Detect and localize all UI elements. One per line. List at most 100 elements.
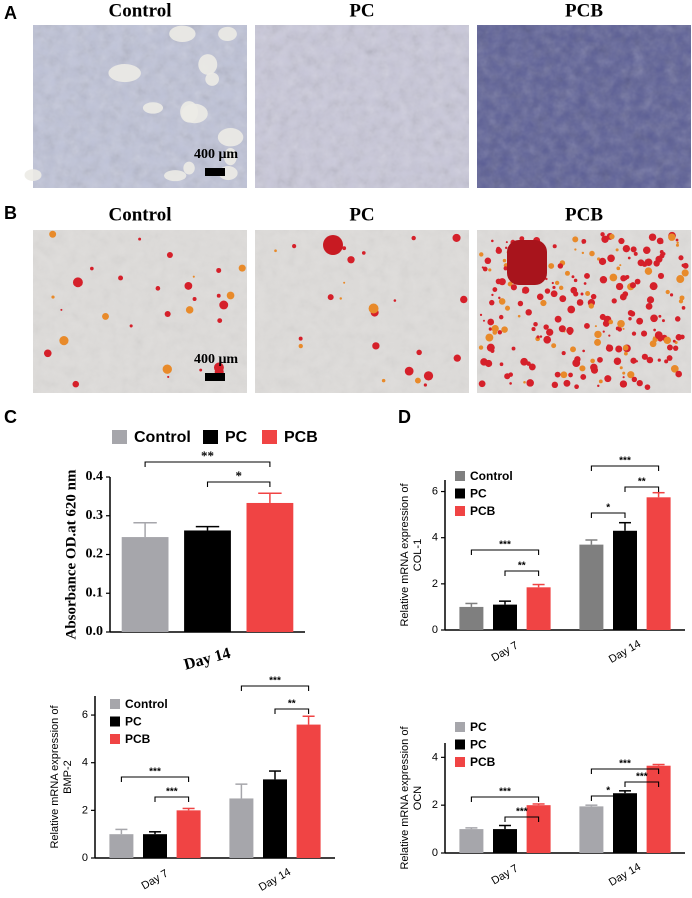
stain <box>619 366 623 370</box>
stain <box>192 297 197 302</box>
stain <box>453 354 461 362</box>
y-tick-label: 2 <box>82 804 88 816</box>
stain <box>574 384 579 390</box>
micrograph-texture <box>255 25 469 188</box>
bar <box>296 724 321 858</box>
stain <box>155 286 161 291</box>
stain <box>678 255 684 261</box>
stain <box>51 295 55 299</box>
stain <box>184 282 193 290</box>
micrograph-texture <box>33 230 247 393</box>
pore <box>181 103 208 124</box>
stain <box>504 305 511 311</box>
stain <box>661 319 665 323</box>
stain <box>619 380 628 388</box>
y-axis-label: Relative mRNA expression of <box>399 726 411 870</box>
micrograph-texture <box>477 25 691 188</box>
x-tick-label: Day 14 <box>607 638 643 666</box>
stain <box>607 254 615 263</box>
stain <box>488 268 492 272</box>
significance-label: *** <box>149 767 161 778</box>
stain <box>631 376 638 383</box>
bar <box>459 606 484 630</box>
significance-bracket <box>154 796 190 802</box>
stain <box>666 355 673 361</box>
significance-label: *** <box>619 759 631 770</box>
stain <box>49 230 57 238</box>
stain <box>213 362 224 373</box>
stain <box>572 359 581 367</box>
stain <box>217 318 223 324</box>
stain <box>658 314 662 318</box>
stain <box>505 246 508 250</box>
significance-bracket <box>590 465 660 471</box>
stain <box>219 300 229 310</box>
stain <box>536 335 540 339</box>
stain <box>675 370 683 378</box>
significance-label: * <box>606 786 610 797</box>
stain <box>102 312 109 320</box>
stain <box>559 295 567 303</box>
stain <box>372 342 380 350</box>
stain <box>615 345 623 353</box>
stain <box>510 284 517 291</box>
stain <box>491 324 499 333</box>
image-label: PC <box>349 204 374 225</box>
bar <box>246 502 294 632</box>
micrograph-texture <box>33 25 247 188</box>
stain <box>649 282 658 291</box>
stain <box>636 317 644 325</box>
stain <box>604 375 612 383</box>
significance-label: ** <box>288 699 296 710</box>
stain <box>292 244 297 249</box>
stain <box>498 298 506 305</box>
stain <box>574 248 577 251</box>
stain <box>594 338 602 346</box>
x-tick-label: Day 7 <box>490 863 521 888</box>
legend-swatch <box>110 734 120 744</box>
stain <box>646 356 654 364</box>
panel-label: A <box>4 3 17 23</box>
stain <box>635 360 639 363</box>
pore <box>164 170 187 182</box>
pore <box>24 169 42 181</box>
stain <box>670 364 679 373</box>
stain <box>517 314 521 318</box>
stain <box>536 293 544 301</box>
stain <box>216 293 221 298</box>
bar <box>143 834 167 858</box>
bar <box>109 834 134 858</box>
legend-swatch <box>455 506 465 516</box>
stain <box>622 376 625 379</box>
stain <box>606 344 610 348</box>
stain <box>611 298 617 304</box>
stain <box>649 340 657 348</box>
significance-label: *** <box>619 456 631 467</box>
stain <box>545 277 548 281</box>
stain <box>423 383 427 387</box>
significance-bracket <box>624 486 660 492</box>
stain <box>498 314 504 320</box>
stain <box>414 377 421 384</box>
stain <box>507 240 547 285</box>
bar <box>459 829 484 853</box>
significance-bracket <box>120 776 190 782</box>
significance-bracket <box>504 816 540 822</box>
stain <box>641 353 648 360</box>
legend-swatch <box>455 739 465 750</box>
legend-label: PC <box>225 429 248 446</box>
stain <box>681 263 686 268</box>
x-tick-label: Day 7 <box>490 640 521 665</box>
stain <box>238 264 246 272</box>
bar <box>526 587 551 630</box>
y-axis-label: BMP-2 <box>62 760 74 794</box>
panel-label: C <box>4 407 17 427</box>
stain <box>550 290 558 298</box>
stain <box>557 263 564 269</box>
stain <box>525 309 532 316</box>
stain <box>404 366 414 376</box>
stain <box>505 241 508 244</box>
legend-label: PC <box>470 487 487 501</box>
stain <box>644 384 651 391</box>
stain <box>609 273 618 282</box>
